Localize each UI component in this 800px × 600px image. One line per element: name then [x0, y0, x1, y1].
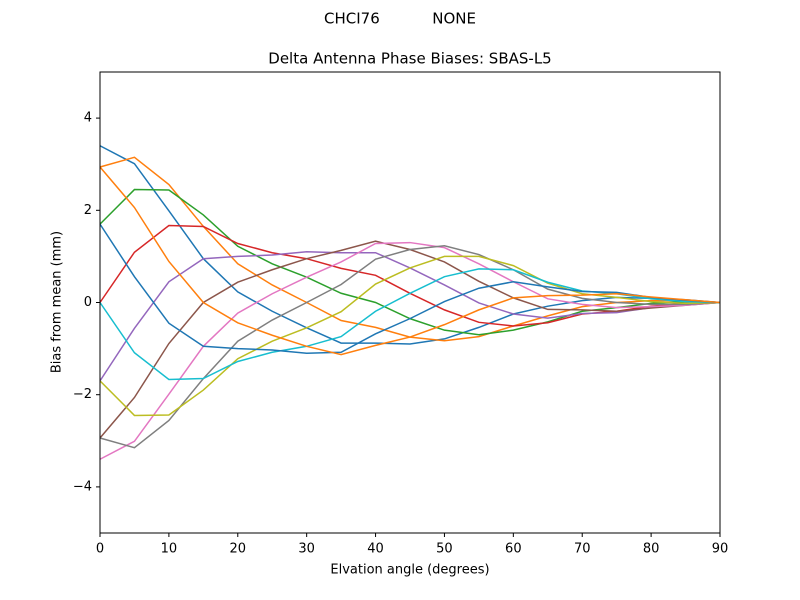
series-line [99, 223, 721, 354]
y-tick-label: −4 [73, 479, 92, 494]
y-tick-label: 4 [84, 111, 92, 126]
plot-area [99, 145, 721, 460]
suptitle: CHCI76 NONE [324, 10, 476, 28]
series-line [99, 255, 721, 417]
x-tick-label: 10 [161, 542, 178, 557]
x-tick-label: 90 [712, 542, 729, 557]
x-axis-label: Elvation angle (degrees) [330, 563, 489, 578]
x-tick-label: 60 [505, 542, 522, 557]
chart-title: Delta Antenna Phase Biases: SBAS-L5 [268, 50, 551, 68]
x-tick-label: 0 [96, 542, 104, 557]
y-tick-label: 2 [84, 203, 92, 218]
y-tick-label: 0 [84, 295, 92, 310]
series-line [99, 166, 721, 356]
x-tick-label: 50 [436, 542, 453, 557]
y-tick-label: −2 [73, 387, 92, 402]
x-tick-label: 20 [230, 542, 247, 557]
y-axis-label: Bias from mean (mm) [50, 231, 65, 373]
x-tick-label: 80 [643, 542, 660, 557]
x-tick-label: 30 [298, 542, 315, 557]
x-tick-label: 40 [367, 542, 384, 557]
x-tick-label: 70 [574, 542, 591, 557]
